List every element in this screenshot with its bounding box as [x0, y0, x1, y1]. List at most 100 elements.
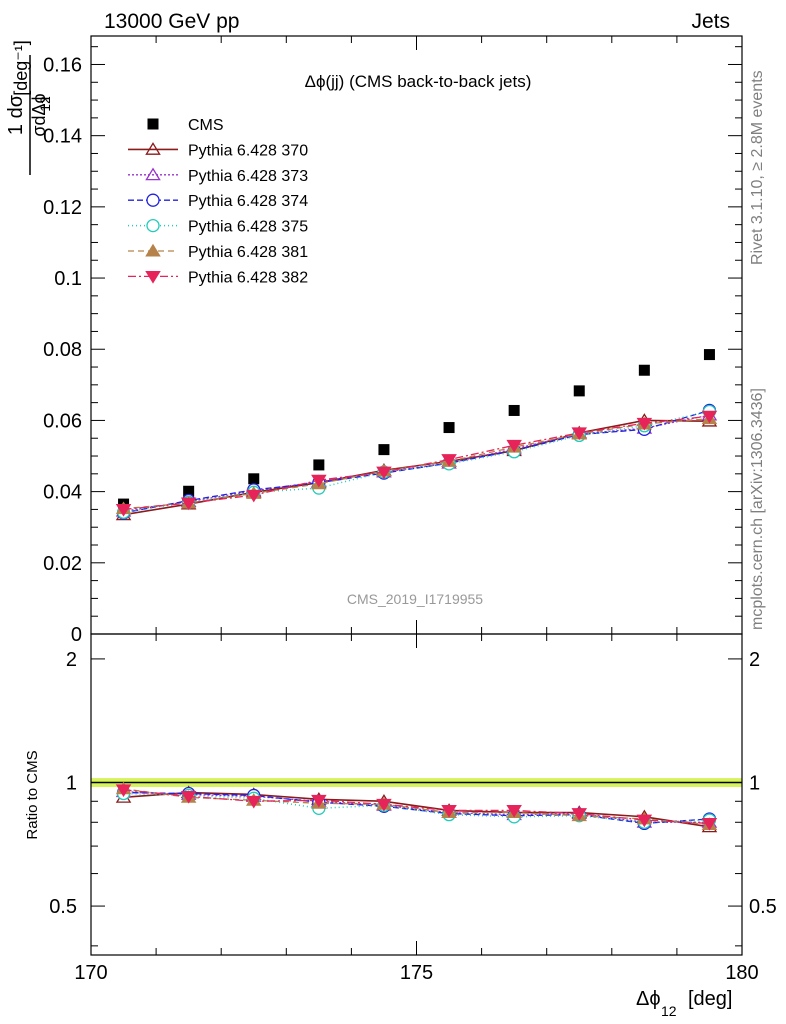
ratio-y-tick-label: 1: [66, 772, 77, 794]
legend-marker: [147, 118, 159, 130]
ratio-point: [506, 804, 522, 818]
x-label: Δϕ: [636, 988, 661, 1010]
ratio-y-tick-label-right: 0.5: [749, 896, 777, 918]
main-y-tick-labels: 0 0.02 0.04 0.06 0.08 0.1 0.12 0.14 0.16: [43, 54, 82, 646]
x-tick-label: 175: [400, 962, 433, 984]
y-tick-label: 0.04: [43, 482, 82, 504]
legend: CMS Pythia 6.428 370 Pythia 6.428 373 Pythi…: [128, 117, 308, 286]
legend-label: Pythia 6.428 374: [188, 193, 308, 210]
series-line: [123, 409, 710, 514]
ratio-point: [636, 814, 653, 828]
legend-marker: [145, 243, 161, 257]
series-line: [123, 418, 710, 510]
legend-entry: Pythia 6.428 374: [128, 193, 308, 210]
ratio-y-tick-label: 2: [66, 649, 77, 671]
process-label: Jets: [691, 10, 730, 33]
y-tick-label: 0.16: [43, 54, 82, 76]
data-point: [248, 473, 260, 485]
y-tick-label: 0: [71, 624, 82, 646]
series-line: [123, 415, 710, 511]
main-y-label: 1 dσ σdΔϕ: [5, 55, 49, 175]
ratio-line: [123, 791, 710, 828]
legend-marker: [145, 167, 161, 181]
y-tick-label: 0.06: [43, 410, 82, 432]
ratio-y-tick-label-right: 2: [749, 649, 760, 671]
mc-point: [376, 466, 392, 480]
x-tick-label: 170: [74, 962, 107, 984]
ratio-y-tick-label-right: 1: [749, 772, 760, 794]
ratio-point: [571, 808, 588, 821]
ratio-series-p382: [115, 784, 718, 831]
legend-entry: Pythia 6.428 382: [128, 269, 308, 286]
series-p382: [115, 410, 718, 517]
legend-label: Pythia 6.428 382: [188, 269, 308, 286]
y-tick-label: 0.12: [43, 197, 82, 219]
legend-marker: [146, 193, 160, 207]
y-label-sub: 12: [37, 96, 53, 112]
ratio-point: [701, 817, 718, 831]
data-point: [378, 444, 390, 456]
mc-point: [636, 417, 653, 431]
mc-point: [180, 497, 197, 511]
ratio-panel: 0.5 0.51 12 2 170 175 180 Ratio to CMS Δϕ 12 …: [24, 633, 777, 1019]
x-label-unit: [deg]: [688, 988, 732, 1010]
legend-marker: [145, 270, 161, 284]
legend-entry: CMS: [147, 117, 224, 134]
legend-marker: [145, 142, 161, 155]
ratio-uncertainty-band: [91, 778, 742, 788]
ratio-axis-ticks: [90, 634, 743, 955]
data-point: [443, 422, 455, 434]
legend-label: Pythia 6.428 373: [188, 168, 308, 185]
y-label-top: 1 dσ: [5, 94, 27, 135]
ratio-line: [123, 791, 710, 825]
ratio-line: [123, 789, 710, 825]
y-tick-label: 0.08: [43, 339, 82, 361]
x-label-sub: 12: [661, 1003, 677, 1019]
legend-marker: [146, 218, 160, 233]
ratio-y-label: Ratio to CMS: [24, 750, 41, 839]
data-point: [573, 385, 585, 397]
main-series: [115, 349, 718, 521]
legend-label: CMS: [188, 117, 224, 134]
mcplots-label: mcplots.cern.ch [arXiv:1306.3436]: [749, 388, 766, 630]
data-point: [703, 349, 715, 361]
x-tick-labels: 170 175 180: [74, 962, 758, 984]
series-line: [123, 410, 710, 514]
y-label-bottom: σdΔϕ: [29, 93, 49, 136]
mc-point: [115, 503, 132, 517]
ratio-point: [376, 798, 392, 812]
data-point: [313, 459, 325, 471]
data-point: [638, 364, 650, 376]
y-tick-label: 0.1: [54, 268, 82, 290]
legend-label: Pythia 6.428 370: [188, 142, 308, 159]
series-line: [123, 414, 710, 512]
rivet-label: Rivet 3.1.10, ≥ 2.8M events: [749, 70, 766, 265]
legend-label: Pythia 6.428 381: [188, 244, 308, 261]
energy-label: 13000 GeV pp: [104, 10, 239, 33]
mc-point: [311, 474, 327, 488]
mc-point: [245, 489, 262, 503]
series-line: [123, 419, 710, 516]
ratio-series: [115, 781, 718, 833]
y-label-unit: [deg⁻¹]: [11, 40, 31, 96]
plot-title: Δϕ(jj) (CMS back-to-back jets): [305, 72, 532, 91]
mc-point: [701, 410, 718, 424]
legend-label: Pythia 6.428 375: [188, 219, 308, 236]
ratio-line: [123, 788, 710, 826]
ratio-point: [311, 794, 327, 808]
legend-entry: Pythia 6.428 375: [128, 219, 308, 236]
mc-point: [571, 427, 588, 441]
y-tick-label: 0.02: [43, 553, 82, 575]
analysis-id: CMS_2019_I1719955: [347, 591, 483, 607]
series-p374: [116, 403, 717, 520]
mc-point: [506, 439, 522, 453]
data-point: [183, 485, 195, 497]
mc-point: [441, 454, 457, 467]
main-panel: 0 0.02 0.04 0.06 0.08 0.1 0.12 0.14 0.16 Δϕ(jj) …: [5, 35, 743, 646]
legend-entry: Pythia 6.428 370: [128, 142, 308, 159]
ratio-point: [441, 804, 457, 818]
ratio-point: [180, 790, 197, 804]
y-tick-label: 0.14: [43, 126, 82, 148]
legend-entry: Pythia 6.428 373: [128, 167, 308, 185]
